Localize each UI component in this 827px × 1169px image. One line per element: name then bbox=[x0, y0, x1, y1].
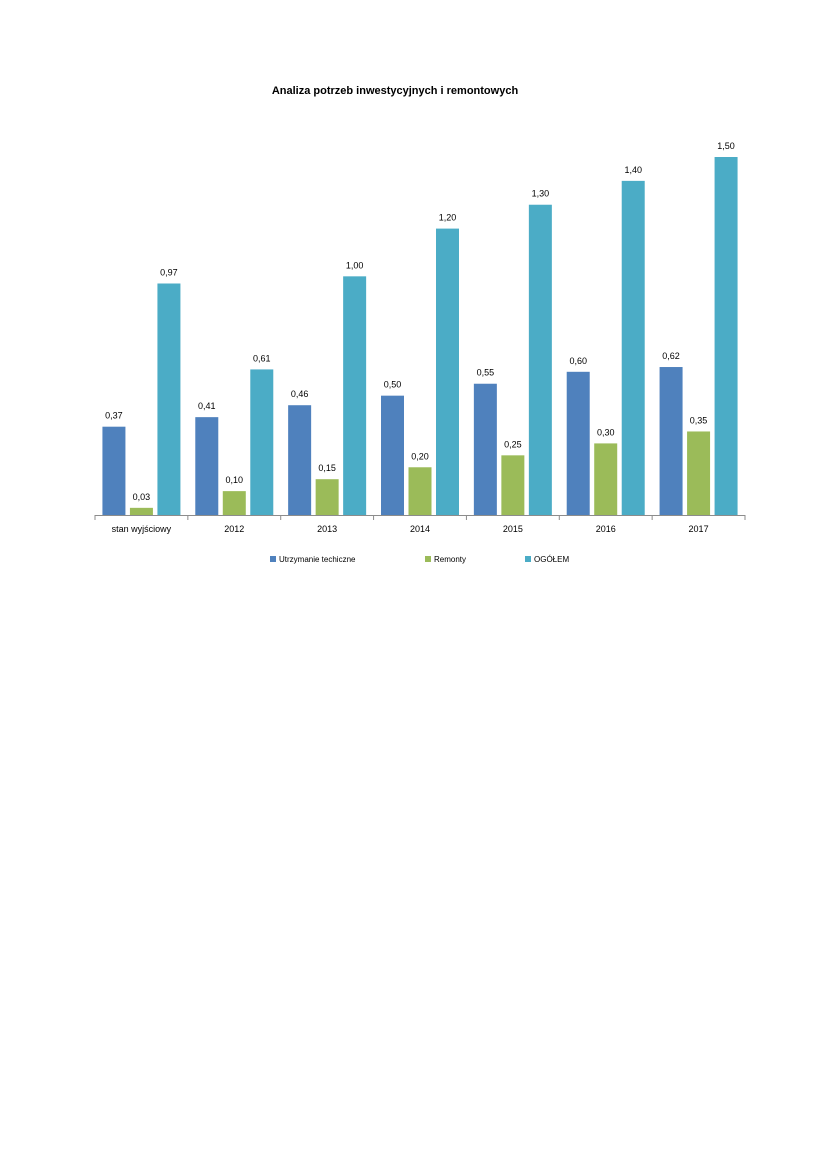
data-label: 1,30 bbox=[532, 189, 550, 199]
data-label: 1,40 bbox=[624, 165, 642, 175]
bar-utrzymanie-techiczne-5 bbox=[566, 371, 590, 515]
bar-og-em-5 bbox=[621, 180, 645, 515]
bar-utrzymanie-techiczne-1 bbox=[195, 417, 219, 515]
bar-og-em-4 bbox=[528, 204, 552, 515]
bar-og-em-0 bbox=[157, 283, 181, 515]
x-tick-label: stan wyjściowy bbox=[112, 524, 172, 534]
bar-remonty-3 bbox=[408, 467, 432, 515]
legend-swatch bbox=[525, 556, 531, 562]
data-label: 1,50 bbox=[717, 141, 735, 151]
bar-utrzymanie-techiczne-3 bbox=[381, 395, 404, 515]
bar-remonty-6 bbox=[687, 431, 711, 515]
data-label: 0,41 bbox=[198, 401, 216, 411]
bar-og-em-1 bbox=[250, 369, 274, 515]
bar-remonty-4 bbox=[501, 455, 525, 515]
data-label: 0,20 bbox=[411, 451, 429, 461]
bar-utrzymanie-techiczne-4 bbox=[473, 383, 497, 515]
data-label: 0,62 bbox=[662, 351, 680, 361]
x-tick-label: 2012 bbox=[224, 524, 244, 534]
x-tick-label: 2013 bbox=[317, 524, 337, 534]
bar-og-em-6 bbox=[714, 157, 738, 515]
bar-og-em-2 bbox=[343, 276, 367, 515]
bar-remonty-5 bbox=[594, 443, 618, 515]
data-label: 0,55 bbox=[477, 368, 495, 378]
data-label: 0,60 bbox=[569, 356, 587, 366]
bar-og-em-3 bbox=[436, 228, 459, 515]
data-label: 1,00 bbox=[346, 260, 364, 270]
bar-remonty-2 bbox=[315, 479, 339, 515]
x-tick-label: 2017 bbox=[689, 524, 709, 534]
data-label: 0,03 bbox=[133, 492, 151, 502]
chart-title: Analiza potrzeb inwestycyjnych i remonto… bbox=[271, 85, 519, 97]
legend-swatch bbox=[425, 556, 431, 562]
data-label: 0,37 bbox=[105, 411, 123, 421]
data-label: 0,35 bbox=[690, 415, 708, 425]
bar-remonty-0 bbox=[129, 507, 153, 515]
data-label: 0,10 bbox=[226, 475, 244, 485]
data-label: 0,61 bbox=[253, 353, 271, 363]
bar-remonty-1 bbox=[222, 491, 246, 515]
x-tick-label: 2016 bbox=[596, 524, 616, 534]
data-label: 0,46 bbox=[291, 389, 309, 399]
legend-label: OGÓŁEM bbox=[534, 555, 569, 564]
data-label: 0,25 bbox=[504, 439, 522, 449]
legend-label: Utrzymanie techiczne bbox=[279, 555, 356, 564]
data-label: 0,15 bbox=[318, 463, 336, 473]
data-label: 0,97 bbox=[160, 267, 178, 277]
bar-utrzymanie-techiczne-0 bbox=[102, 426, 126, 515]
bar-utrzymanie-techiczne-2 bbox=[288, 405, 312, 515]
legend-swatch bbox=[270, 556, 276, 562]
data-label: 1,20 bbox=[439, 213, 457, 223]
data-label: 0,50 bbox=[384, 380, 402, 390]
legend-label: Remonty bbox=[434, 555, 466, 564]
data-label: 0,30 bbox=[597, 427, 615, 437]
bar-utrzymanie-techiczne-6 bbox=[659, 367, 683, 515]
x-tick-label: 2014 bbox=[410, 524, 430, 534]
x-tick-label: 2015 bbox=[503, 524, 523, 534]
